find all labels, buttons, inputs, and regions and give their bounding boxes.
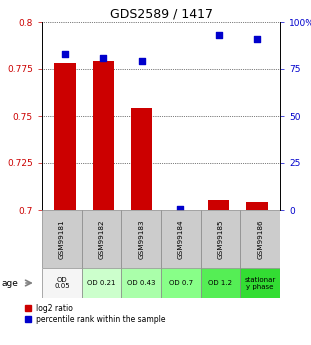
Text: OD 0.21: OD 0.21 bbox=[87, 280, 116, 286]
Text: GSM99184: GSM99184 bbox=[178, 219, 184, 259]
Bar bbox=[201, 210, 240, 268]
Bar bbox=[93, 61, 114, 210]
Bar bbox=[82, 210, 121, 268]
Point bbox=[63, 51, 67, 57]
Legend: log2 ratio, percentile rank within the sample: log2 ratio, percentile rank within the s… bbox=[25, 304, 166, 324]
Text: stationar
y phase: stationar y phase bbox=[244, 276, 276, 289]
Bar bbox=[240, 268, 280, 298]
Bar bbox=[131, 108, 152, 210]
Text: GSM99186: GSM99186 bbox=[257, 219, 263, 259]
Bar bbox=[161, 268, 201, 298]
Text: age: age bbox=[2, 278, 19, 287]
Bar bbox=[82, 268, 121, 298]
Point bbox=[101, 55, 106, 60]
Point bbox=[254, 36, 259, 42]
Bar bbox=[201, 268, 240, 298]
Text: GSM99181: GSM99181 bbox=[59, 219, 65, 259]
Bar bbox=[54, 63, 76, 210]
Text: GSM99183: GSM99183 bbox=[138, 219, 144, 259]
Bar bbox=[121, 268, 161, 298]
Title: GDS2589 / 1417: GDS2589 / 1417 bbox=[109, 8, 212, 21]
Text: GSM99182: GSM99182 bbox=[99, 219, 104, 259]
Bar bbox=[208, 200, 229, 210]
Bar bbox=[161, 210, 201, 268]
Text: OD 1.2: OD 1.2 bbox=[208, 280, 233, 286]
Text: OD 0.43: OD 0.43 bbox=[127, 280, 156, 286]
Bar bbox=[240, 210, 280, 268]
Point bbox=[178, 206, 183, 212]
Text: OD
0.05: OD 0.05 bbox=[54, 276, 70, 289]
Bar bbox=[42, 210, 82, 268]
Bar bbox=[42, 268, 82, 298]
Text: OD 0.7: OD 0.7 bbox=[169, 280, 193, 286]
Bar bbox=[121, 210, 161, 268]
Bar bbox=[246, 201, 267, 210]
Point bbox=[139, 59, 144, 64]
Text: GSM99185: GSM99185 bbox=[217, 219, 224, 259]
Point bbox=[216, 32, 221, 38]
